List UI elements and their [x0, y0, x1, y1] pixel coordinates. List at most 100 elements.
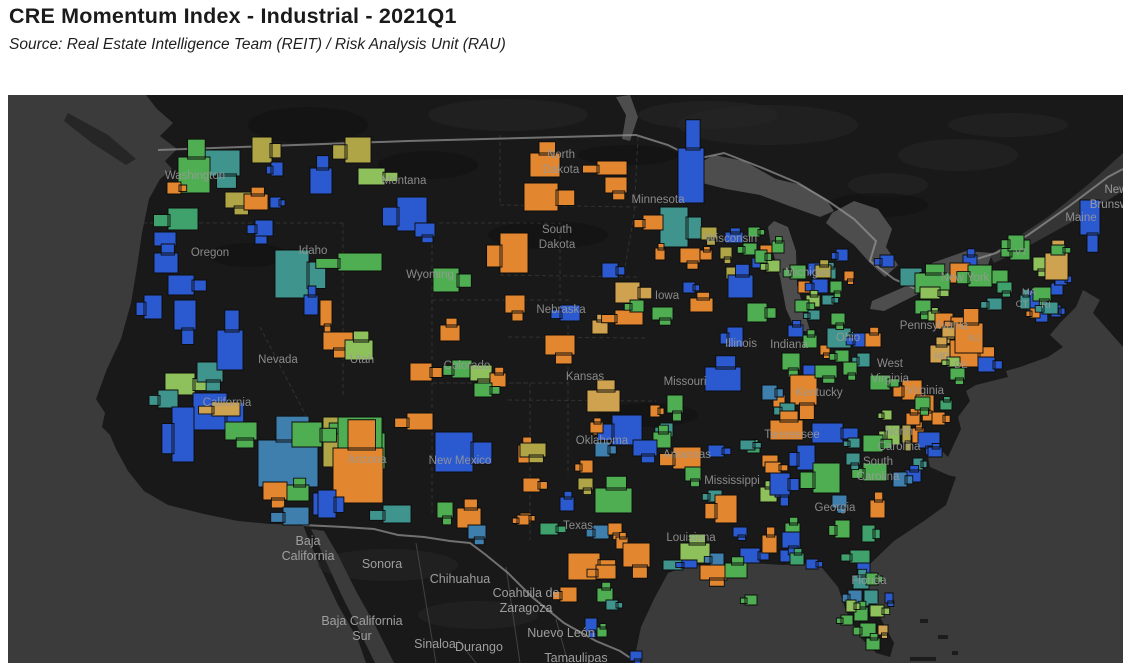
county-patch[interactable]	[901, 424, 912, 452]
county-patch[interactable]	[344, 330, 374, 361]
county-patch[interactable]	[919, 286, 950, 300]
county-patch[interactable]	[719, 326, 744, 348]
county-patch[interactable]	[544, 334, 576, 365]
county-patch[interactable]	[559, 490, 575, 512]
county-patch[interactable]	[931, 411, 951, 426]
county-patch[interactable]	[700, 226, 718, 246]
county-patch[interactable]	[303, 285, 319, 316]
county-patch[interactable]	[434, 431, 493, 473]
county-patch[interactable]	[869, 604, 891, 618]
county-patch[interactable]	[914, 396, 931, 416]
county-patch[interactable]	[594, 441, 617, 458]
county-patch[interactable]	[269, 196, 286, 209]
county-patch[interactable]	[761, 384, 784, 401]
county-patch[interactable]	[594, 475, 633, 514]
county-patch[interactable]	[814, 259, 832, 279]
county-patch[interactable]	[654, 242, 666, 261]
county-patch[interactable]	[651, 306, 674, 326]
county-patch[interactable]	[769, 472, 800, 496]
county-patch[interactable]	[865, 572, 884, 586]
county-patch[interactable]	[666, 394, 684, 422]
county-patch[interactable]	[805, 558, 824, 570]
county-patch[interactable]	[659, 206, 702, 248]
county-patch[interactable]	[830, 312, 846, 331]
county-patch[interactable]	[177, 138, 211, 194]
county-patch[interactable]	[842, 437, 861, 449]
county-patch[interactable]	[1079, 199, 1101, 253]
county-patch[interactable]	[153, 207, 199, 231]
county-patch[interactable]	[166, 181, 188, 195]
county-patch[interactable]	[196, 361, 224, 392]
county-patch[interactable]	[589, 417, 604, 434]
county-patch[interactable]	[831, 494, 848, 514]
county-patch[interactable]	[574, 459, 594, 474]
county-patch[interactable]	[1050, 244, 1072, 256]
county-patch[interactable]	[604, 176, 628, 201]
county-patch[interactable]	[861, 524, 881, 543]
county-patch[interactable]	[704, 494, 738, 524]
county-patch[interactable]	[601, 262, 626, 279]
county-patch[interactable]	[835, 614, 854, 626]
county-patch[interactable]	[409, 362, 443, 382]
county-patch[interactable]	[489, 366, 507, 388]
county-patch[interactable]	[332, 136, 372, 164]
county-patch[interactable]	[869, 491, 886, 519]
county-patch[interactable]	[684, 466, 702, 488]
county-patch[interactable]	[754, 249, 773, 264]
county-patch[interactable]	[877, 409, 893, 421]
county-patch[interactable]	[739, 439, 762, 451]
county-patch[interactable]	[884, 592, 895, 607]
county-patch[interactable]	[486, 232, 529, 274]
county-patch[interactable]	[161, 406, 195, 463]
county-patch[interactable]	[414, 222, 436, 244]
county-patch[interactable]	[956, 264, 993, 288]
county-patch[interactable]	[799, 462, 841, 494]
county-patch[interactable]	[622, 542, 651, 579]
county-patch[interactable]	[270, 506, 310, 526]
county-patch[interactable]	[439, 317, 461, 342]
county-patch[interactable]	[679, 247, 701, 270]
county-patch[interactable]	[732, 526, 748, 541]
county-patch[interactable]	[135, 294, 163, 320]
county-patch[interactable]	[802, 329, 818, 349]
county-patch[interactable]	[529, 141, 561, 178]
county-patch[interactable]	[980, 297, 1003, 311]
county-patch[interactable]	[845, 599, 861, 613]
county-patch[interactable]	[864, 326, 882, 348]
county-patch[interactable]	[357, 167, 399, 186]
county-patch[interactable]	[632, 439, 658, 464]
county-patch[interactable]	[764, 461, 789, 474]
county-patch[interactable]	[873, 254, 895, 268]
county-patch[interactable]	[724, 556, 748, 579]
county-patch[interactable]	[504, 294, 526, 322]
county-patch[interactable]	[394, 412, 434, 431]
county-patch[interactable]	[703, 552, 725, 566]
county-patch[interactable]	[1000, 234, 1025, 252]
county-patch[interactable]	[473, 382, 501, 398]
county-patch[interactable]	[550, 304, 581, 322]
county-patch[interactable]	[317, 489, 345, 519]
county-patch[interactable]	[265, 161, 284, 177]
county-patch[interactable]	[539, 522, 567, 536]
county-patch[interactable]	[605, 599, 624, 611]
county-patch[interactable]	[1034, 301, 1059, 315]
county-patch[interactable]	[996, 281, 1013, 298]
county-patch[interactable]	[892, 471, 914, 488]
map-container[interactable]: Washington Montana North Dakota Minnesota Ore…	[8, 95, 1131, 663]
county-patch[interactable]	[511, 514, 530, 526]
county-patch[interactable]	[623, 299, 645, 313]
county-patch[interactable]	[309, 155, 333, 195]
county-patch[interactable]	[585, 524, 610, 540]
county-patch[interactable]	[689, 291, 714, 313]
county-patch[interactable]	[842, 361, 858, 381]
county-patch[interactable]	[977, 356, 1003, 373]
county-patch[interactable]	[865, 632, 881, 651]
county-patch[interactable]	[845, 452, 861, 471]
county-patch[interactable]	[216, 309, 244, 371]
county-patch[interactable]	[804, 278, 829, 294]
county-patch[interactable]	[869, 374, 900, 391]
county-patch[interactable]	[675, 559, 698, 569]
county-patch[interactable]	[519, 442, 547, 464]
county-patch[interactable]	[432, 267, 472, 293]
county-patch[interactable]	[927, 443, 943, 458]
